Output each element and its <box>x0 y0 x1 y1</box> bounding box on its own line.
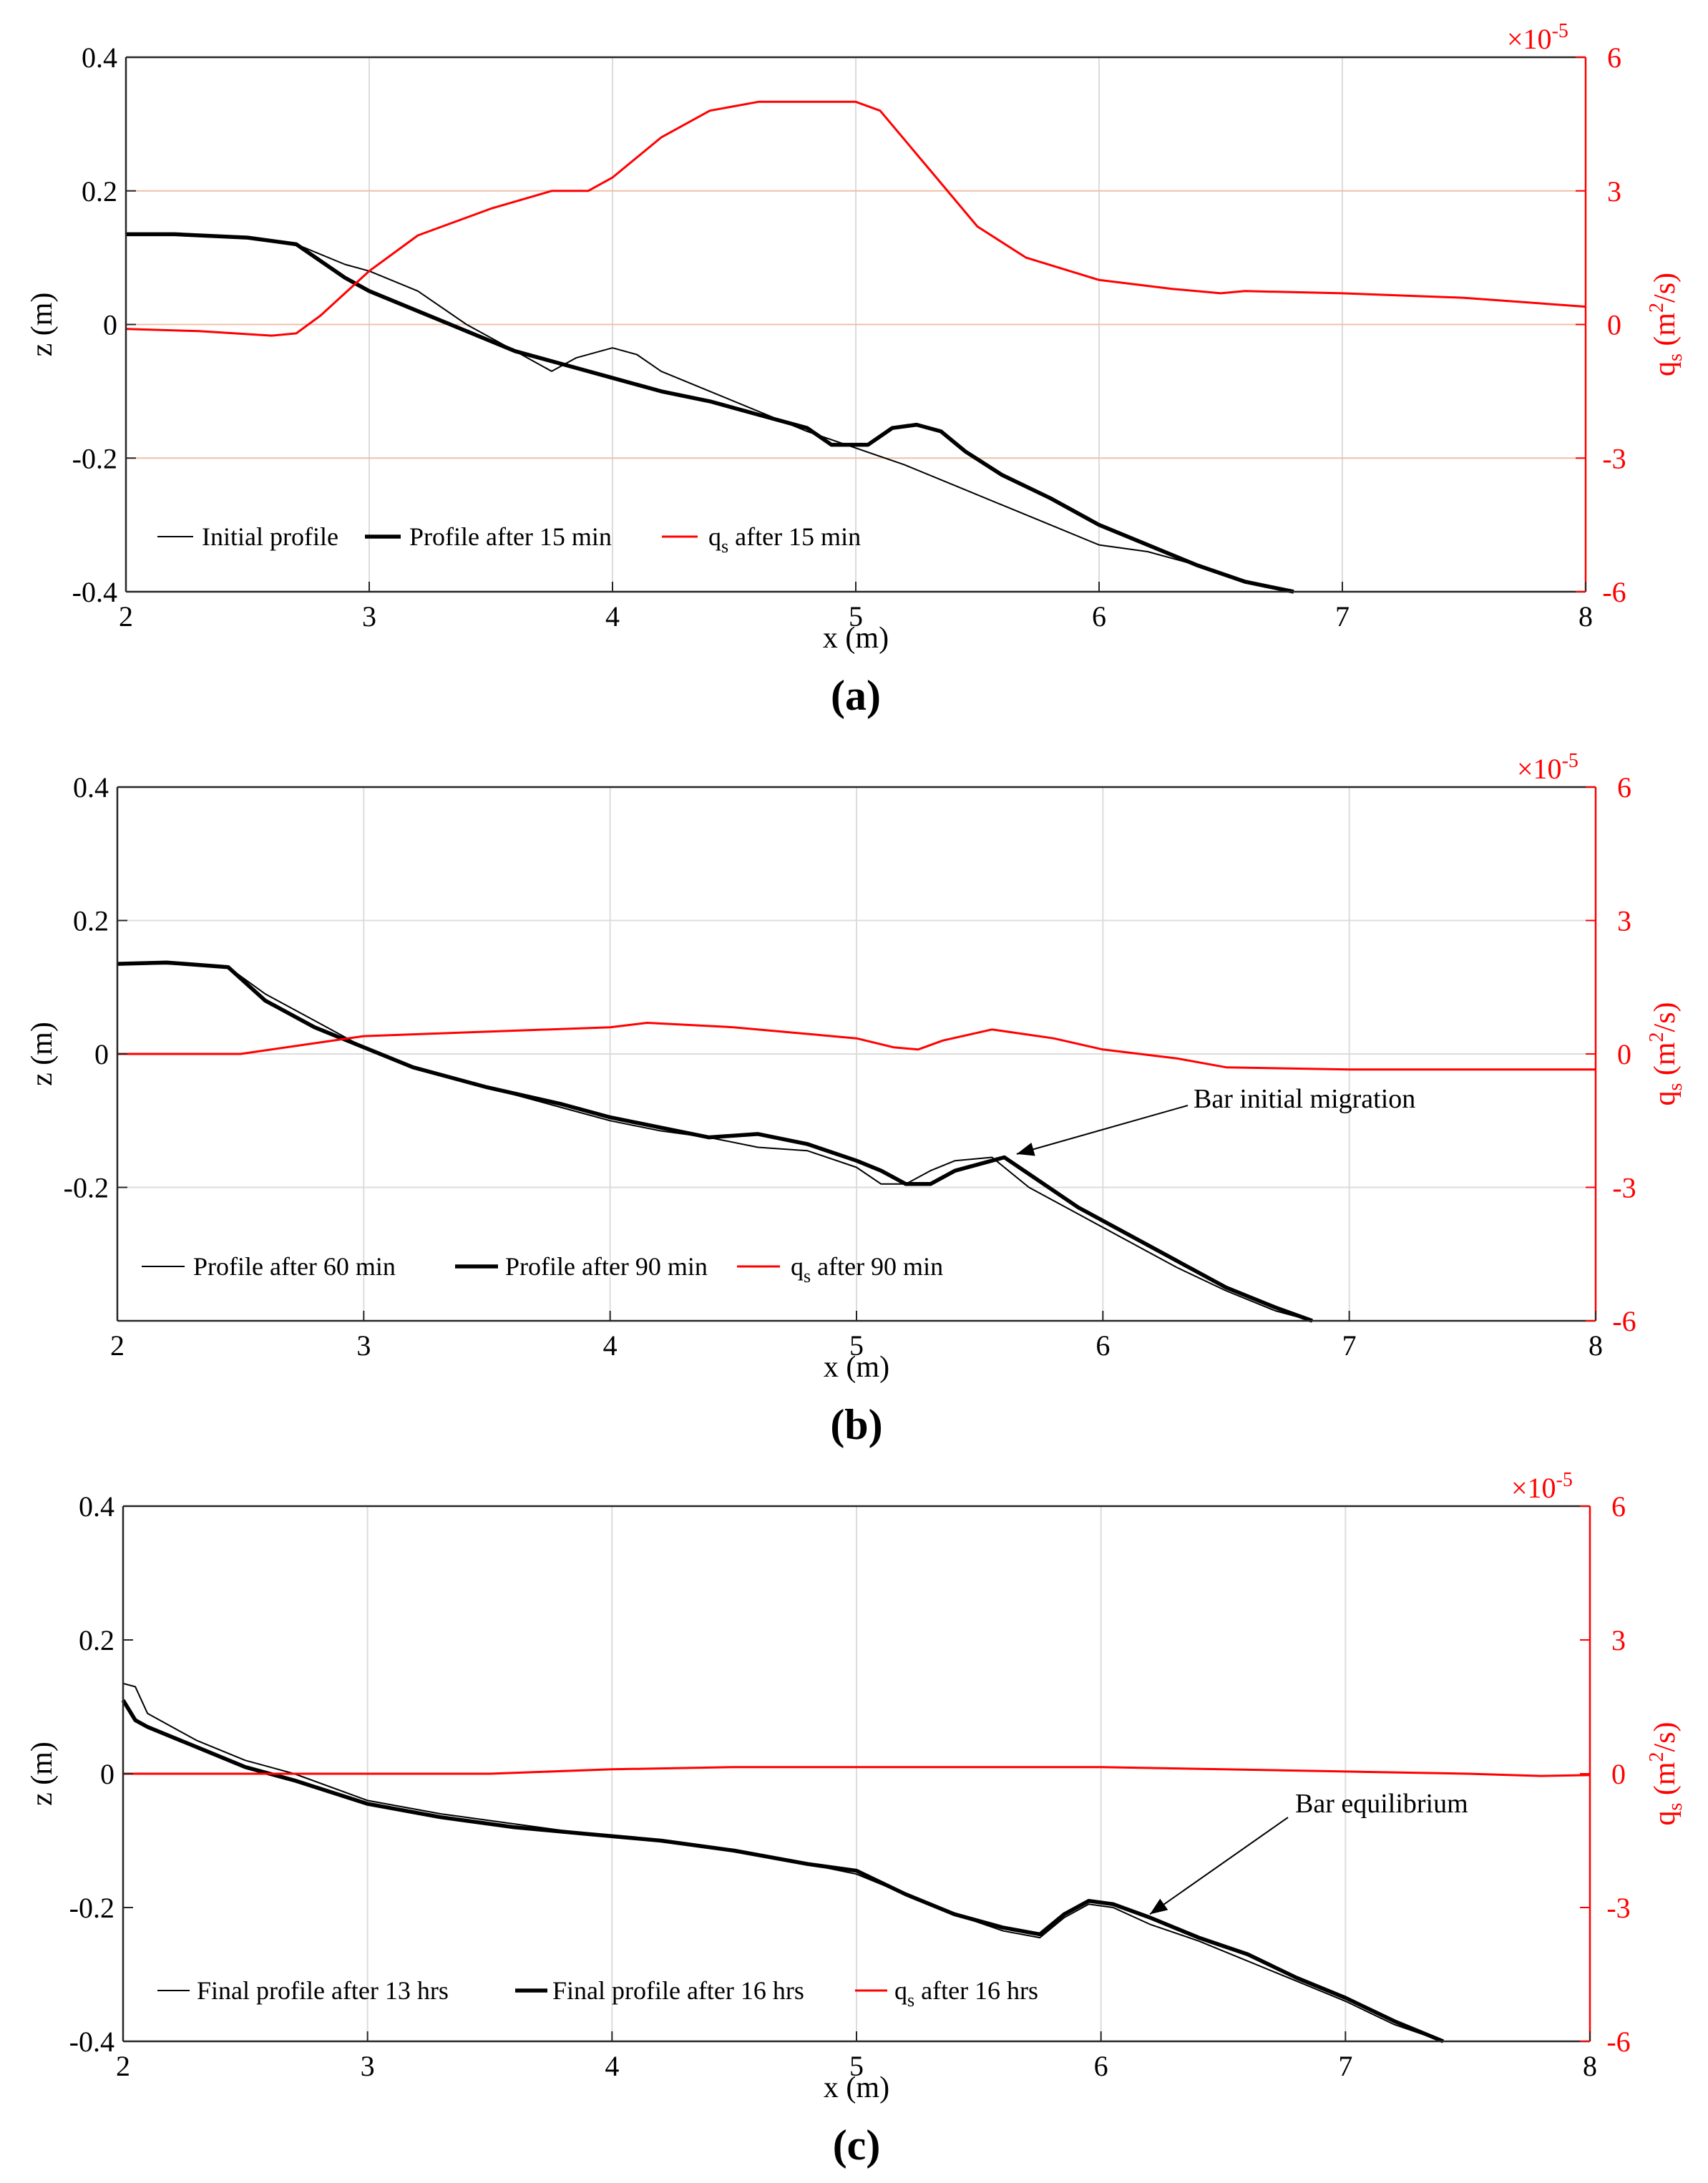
right-axis-multiplier: ×10-5 <box>1517 750 1578 785</box>
y-tick-label-left: 0 <box>94 1038 109 1070</box>
y-tick-label-left: 0.4 <box>79 1490 114 1523</box>
y-tick-label-right: 3 <box>1617 905 1631 937</box>
x-tick-label: 4 <box>605 600 620 633</box>
annotation-arrowhead <box>1150 1898 1168 1915</box>
x-tick-label: 2 <box>110 1329 125 1362</box>
panel-label: (a) <box>831 672 881 719</box>
y-tick-label-right: 0 <box>1617 1038 1631 1070</box>
x-tick-label: 8 <box>1589 1329 1603 1362</box>
y-tick-label-left: -0.2 <box>72 442 117 474</box>
series-line-3 <box>125 100 1586 337</box>
x-tick-label: 6 <box>1095 1329 1110 1362</box>
y-tick-label-left: -0.4 <box>72 576 117 608</box>
y-tick-label-left: 0.2 <box>82 175 117 207</box>
series-line-2 <box>117 960 1313 1323</box>
x-tick-label: 6 <box>1092 600 1106 633</box>
annotation-text: Bar equilibrium <box>1295 1789 1468 1819</box>
x-tick-label: 2 <box>116 2050 130 2082</box>
y-tick-label-right: 0 <box>1611 1758 1626 1790</box>
y-tick-label-right: -6 <box>1606 2026 1630 2058</box>
y-tick-label-left: 0.4 <box>73 771 109 804</box>
legend: Final profile after 13 hrs Final profile … <box>157 1976 1038 2011</box>
x-tick-label: 5 <box>849 2050 864 2082</box>
x-tick-label: 2 <box>119 600 133 633</box>
legend-entry-3: qs after 90 min <box>791 1252 943 1286</box>
y-tick-label-left: 0.2 <box>73 905 109 937</box>
y-tick-label-left: 0.4 <box>82 41 117 74</box>
legend-entry-1: Profile after 60 min <box>193 1252 396 1281</box>
legend-entry-2: Profile after 15 min <box>409 522 612 551</box>
annotation-arrowhead <box>1016 1143 1035 1156</box>
legend-entry-3: qs after 16 hrs <box>894 1976 1038 2011</box>
y-tick-label-right: -3 <box>1612 1172 1636 1204</box>
x-tick-label: 7 <box>1335 600 1350 633</box>
y-tick-label-left: 0.2 <box>79 1624 114 1656</box>
x-tick-label: 3 <box>356 1329 371 1362</box>
x-tick-label: 4 <box>605 2050 619 2082</box>
x-tick-label: 3 <box>361 2050 375 2082</box>
chart-panel-1: 2 3 4 5 6 7 8 0.4 0.2 0 -0.2 -0.4 6 3 0 -3 -6 ×10-5 x (m) z… <box>26 20 1687 719</box>
y-tick-label-left: 0 <box>103 309 117 341</box>
annotation-text: Bar initial migration <box>1194 1084 1415 1114</box>
y-axis-label-right: qs (m2/s) <box>1646 273 1687 376</box>
series-line-3 <box>123 1766 1591 1777</box>
y-tick-label-right: 6 <box>1611 1490 1626 1523</box>
x-tick-label: 7 <box>1338 2050 1352 2082</box>
series-line-2 <box>126 232 1294 594</box>
x-tick-label: 3 <box>362 600 376 633</box>
series-line-1 <box>117 963 1313 1322</box>
x-tick-label: 5 <box>849 600 863 633</box>
y-tick-label-right: -6 <box>1612 1305 1636 1337</box>
y-tick-label-right: 6 <box>1607 41 1621 74</box>
legend-entry-1: Final profile after 13 hrs <box>197 1976 449 2005</box>
y-tick-label-right: 3 <box>1607 175 1621 207</box>
y-tick-label-right: -3 <box>1606 1892 1630 1924</box>
x-tick-label: 4 <box>603 1329 618 1362</box>
x-tick-label: 8 <box>1578 600 1593 633</box>
x-axis-label: x (m) <box>823 622 889 655</box>
x-tick-label: 7 <box>1342 1329 1357 1362</box>
y-tick-label-left: -0.2 <box>69 1892 114 1924</box>
legend-entry-3: qs after 15 min <box>708 522 861 557</box>
right-axis-multiplier: ×10-5 <box>1507 20 1568 55</box>
y-axis-label-right: qs (m2/s) <box>1646 1002 1687 1105</box>
y-tick-label-left: -0.4 <box>69 2026 114 2058</box>
y-tick-label-left: 0 <box>100 1758 114 1790</box>
y-tick-label-right: 0 <box>1607 309 1621 341</box>
series-line-3 <box>117 1022 1596 1071</box>
chart-panel-2: 2 3 4 5 6 7 8 0.4 0.2 0 -0.2 6 3 0 -3 -6 ×10-5 x (m) z (m)… <box>26 750 1687 1448</box>
legend-entry-1: Initial profile <box>202 522 338 551</box>
y-axis-label-left: z (m) <box>26 293 59 357</box>
annotation-arrow <box>1149 1817 1289 1915</box>
legend: Initial profile Profile after 15 min qs af… <box>157 522 861 557</box>
x-axis-label: x (m) <box>824 1351 889 1384</box>
legend: Profile after 60 min Profile after 90 min… <box>142 1252 943 1286</box>
y-tick-label-right: -6 <box>1602 576 1626 608</box>
panel-label: (b) <box>830 1401 882 1448</box>
series-line-1 <box>126 233 1294 592</box>
chart-panel-3: 2 3 4 5 6 7 8 0.4 0.2 0 -0.2 -0.4 6 3 0 -3 -6 ×10-5 x (m) z… <box>26 1469 1687 2169</box>
x-tick-label: 8 <box>1583 2050 1597 2082</box>
y-tick-label-left: -0.2 <box>64 1172 109 1204</box>
y-tick-label-right: 6 <box>1617 771 1631 804</box>
right-axis-multiplier: ×10-5 <box>1511 1469 1573 1504</box>
legend-entry-2: Profile after 90 min <box>505 1252 708 1281</box>
y-tick-label-right: 3 <box>1611 1624 1626 1656</box>
x-tick-label: 6 <box>1094 2050 1108 2082</box>
x-axis-label: x (m) <box>824 2071 889 2104</box>
y-axis-label-left: z (m) <box>26 1742 59 1806</box>
legend-entry-2: Final profile after 16 hrs <box>552 1976 804 2005</box>
y-axis-label-right: qs (m2/s) <box>1646 1722 1687 1825</box>
y-tick-label-right: -3 <box>1602 442 1626 474</box>
panel-label: (c) <box>833 2121 881 2169</box>
annotation-arrow <box>1016 1105 1189 1155</box>
y-axis-label-left: z (m) <box>26 1022 59 1086</box>
x-tick-label: 5 <box>849 1329 864 1362</box>
